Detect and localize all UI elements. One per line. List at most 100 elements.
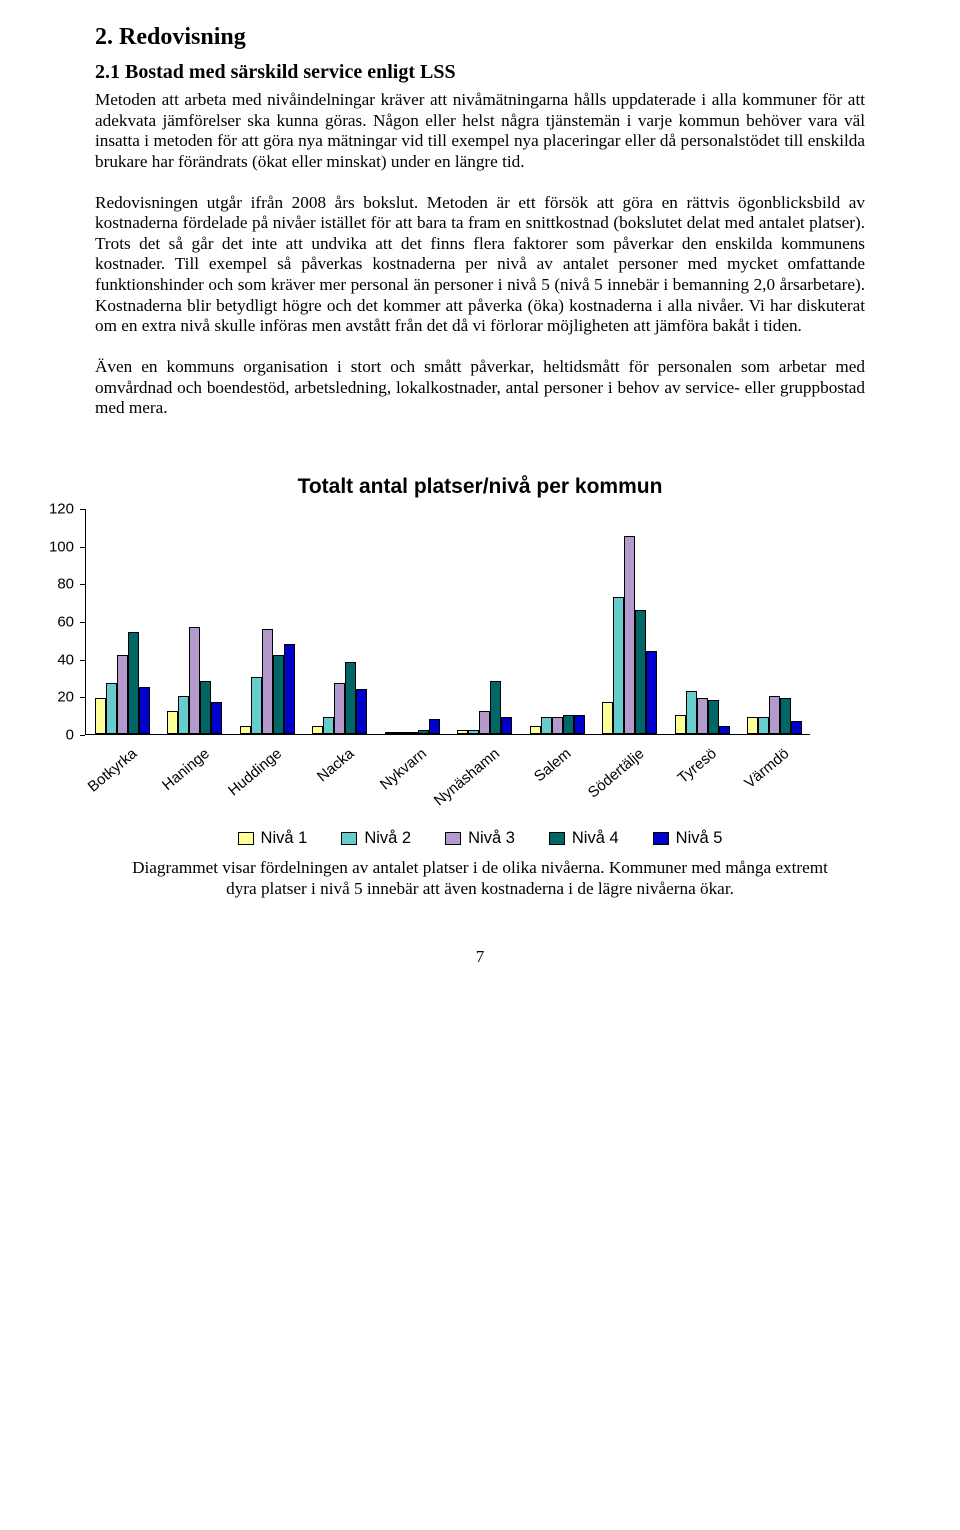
bar: [273, 655, 284, 734]
bar: [407, 732, 418, 734]
bar-group: [312, 509, 367, 734]
legend-item: Nivå 3: [445, 829, 515, 848]
legend-label: Nivå 2: [364, 829, 411, 848]
bar-group: [747, 509, 802, 734]
bar: [429, 719, 440, 734]
plot-area: [85, 509, 810, 735]
y-tick-mark: [80, 622, 85, 623]
chart-container: 020406080100120 BotkyrkaHaningeHuddingeN…: [40, 509, 810, 769]
y-tick-mark: [80, 660, 85, 661]
bar: [479, 711, 490, 734]
legend-label: Nivå 1: [261, 829, 308, 848]
bar: [686, 691, 697, 734]
bar-group: [385, 509, 440, 734]
bar: [758, 717, 769, 734]
legend-item: Nivå 1: [238, 829, 308, 848]
bar: [396, 732, 407, 734]
x-tick-label: Salem: [531, 745, 575, 785]
chart-title: Totalt antal platser/nivå per kommun: [95, 475, 865, 499]
x-axis-labels: BotkyrkaHaningeHuddingeNackaNykvarnNynäs…: [85, 739, 810, 809]
y-tick-label: 0: [66, 726, 74, 743]
bar-group: [530, 509, 585, 734]
bar: [624, 536, 635, 734]
y-tick-mark: [80, 735, 85, 736]
legend-swatch: [445, 832, 461, 845]
legend-swatch: [653, 832, 669, 845]
bar: [490, 681, 501, 734]
bar: [95, 698, 106, 734]
y-tick-label: 20: [57, 689, 74, 706]
bar: [178, 696, 189, 734]
bar: [541, 717, 552, 734]
x-tick-label: Nacka: [314, 745, 358, 785]
legend-label: Nivå 3: [468, 829, 515, 848]
bar: [334, 683, 345, 734]
x-tick-label: Nynäshamn: [430, 745, 502, 809]
x-tick-label: Värmdö: [741, 745, 792, 792]
bar: [769, 696, 780, 734]
x-tick-label: Nykvarn: [377, 745, 430, 793]
bar: [139, 687, 150, 734]
bar: [552, 717, 563, 734]
section-heading: 2. Redovisning: [95, 24, 865, 51]
bar: [708, 700, 719, 734]
bar: [323, 717, 334, 734]
bar: [167, 711, 178, 734]
y-tick-label: 120: [49, 500, 74, 517]
legend-label: Nivå 5: [676, 829, 723, 848]
x-tick-label: Huddinge: [225, 745, 285, 799]
legend-item: Nivå 5: [653, 829, 723, 848]
bar: [240, 726, 251, 734]
bar: [262, 629, 273, 734]
bar: [284, 644, 295, 734]
legend-label: Nivå 4: [572, 829, 619, 848]
bar-group: [95, 509, 150, 734]
bar: [189, 627, 200, 734]
x-tick-label: Botkyrka: [85, 745, 141, 796]
bar: [780, 698, 791, 734]
chart-legend: Nivå 1 Nivå 2 Nivå 3 Nivå 4 Nivå 5: [95, 829, 865, 848]
bar-group: [602, 509, 657, 734]
bar: [418, 730, 429, 734]
bar: [719, 726, 730, 734]
bar: [211, 702, 222, 734]
page-number: 7: [95, 947, 865, 967]
bar: [791, 721, 802, 734]
legend-swatch: [238, 832, 254, 845]
bar: [128, 632, 139, 734]
legend-item: Nivå 4: [549, 829, 619, 848]
bar: [356, 689, 367, 734]
bar: [563, 715, 574, 734]
bar-group: [675, 509, 730, 734]
y-axis: 020406080100120: [40, 509, 80, 737]
bar: [530, 726, 541, 734]
y-tick-mark: [80, 584, 85, 585]
bar-chart: 020406080100120 BotkyrkaHaningeHuddingeN…: [40, 509, 810, 769]
legend-item: Nivå 2: [341, 829, 411, 848]
body-paragraph-1: Metoden att arbeta med nivåindelningar k…: [95, 90, 865, 173]
bar: [635, 610, 646, 734]
bar-group: [167, 509, 222, 734]
bar: [117, 655, 128, 734]
body-paragraph-2: Redovisningen utgår ifrån 2008 års boksl…: [95, 193, 865, 337]
bar: [385, 732, 396, 734]
subsection-heading: 2.1 Bostad med särskild service enligt L…: [95, 61, 865, 84]
x-tick-label: Södertälje: [585, 745, 648, 801]
bar: [251, 677, 262, 734]
chart-caption: Diagrammet visar fördelningen av antalet…: [115, 858, 845, 899]
bar: [106, 683, 117, 734]
x-tick-label: Tyresö: [675, 745, 720, 787]
body-paragraph-3: Även en kommuns organisation i stort och…: [95, 357, 865, 419]
y-tick-label: 40: [57, 651, 74, 668]
y-tick-mark: [80, 547, 85, 548]
bar: [468, 730, 479, 734]
bar: [602, 702, 613, 734]
bar: [574, 715, 585, 734]
legend-swatch: [341, 832, 357, 845]
bar: [747, 717, 758, 734]
bar: [345, 662, 356, 734]
bar: [613, 597, 624, 734]
bar-group: [457, 509, 512, 734]
bar: [312, 726, 323, 734]
bar: [457, 730, 468, 734]
